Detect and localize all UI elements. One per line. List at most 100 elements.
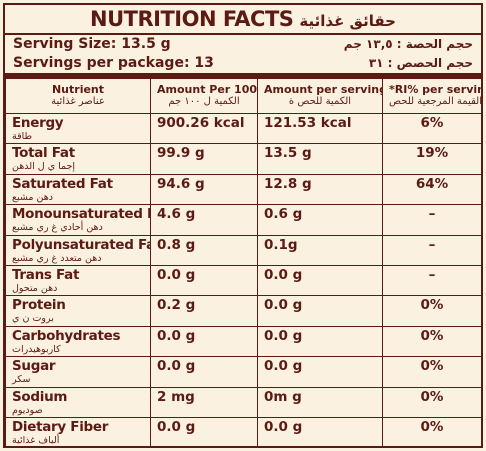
nutrient-name-arabic: كاربوهيدرات — [12, 343, 61, 355]
column-title: Nutrient — [51, 83, 105, 96]
per-100g: 0.0 g — [157, 327, 196, 344]
per-serving-cell: 13.5 g — [257, 143, 383, 175]
per-100g-cell: 0.0 g — [150, 356, 258, 388]
per-100g: 4.6 g — [157, 206, 196, 223]
per-100g: 900.26 kcal — [157, 115, 245, 131]
title-arabic: حقائق غذائية — [299, 12, 396, 30]
nutrient-row: Sugar سكر 0.0 g 0.0 g 0% — [5, 356, 482, 388]
per-100g-cell: 0.8 g — [150, 234, 258, 266]
nutrient-cell: Dietary Fiber ألياف غذائية — [5, 416, 151, 449]
ri-percent: – — [428, 236, 436, 253]
nutrient-name-arabic: دهن متحول — [12, 282, 58, 294]
per-serving-cell: 0.0 g — [257, 416, 383, 449]
nutrient-row: Saturated Fat دهن مشبع 94.6 g 12.8 g 64% — [5, 173, 482, 206]
per-100g: 99.9 g — [157, 145, 205, 162]
per-100g: 0.8 g — [157, 236, 196, 253]
per-serving-cell: 0.1g — [257, 234, 383, 266]
column-header: Nutrient عناصر غذائية — [5, 78, 151, 114]
per-100g-cell: 0.0 g — [150, 325, 258, 358]
nutrient-name: Sugar — [12, 358, 56, 375]
per-serving-cell: 0m g — [257, 386, 383, 418]
column-title-arabic: القيمة المرجعية للحص — [389, 96, 482, 107]
ri-cell: – — [382, 264, 482, 297]
column-title: Amount per serving — [264, 83, 383, 96]
per-serving-cell: 0.0 g — [257, 295, 383, 327]
column-title-arabic: عناصر غذائية — [51, 96, 105, 107]
servings-row: Servings per package: 13 حجم الحصص : ٣١ — [13, 54, 473, 73]
per-100g: 0.2 g — [157, 297, 196, 314]
nutrient-cell: Trans Fat دهن متحول — [5, 264, 151, 297]
per-serving: 12.8 g — [264, 175, 312, 192]
ri-cell: 0% — [382, 325, 482, 358]
nutrient-name-arabic: دهن مشبع — [12, 191, 53, 203]
per-serving-cell: 121.53 kcal — [257, 112, 383, 145]
header-row: Nutrient عناصر غذائية Amount Per 100g الكمي… — [5, 78, 482, 114]
per-serving-cell: 12.8 g — [257, 173, 383, 206]
nutrient-name-arabic: إجما ي ل الدهن — [12, 161, 76, 173]
nutrient-name: Carbohydrates — [12, 327, 121, 344]
nutrient-cell: Sugar سكر — [5, 356, 151, 388]
per-100g: 0.0 g — [157, 418, 196, 435]
ri-percent: 0% — [420, 297, 444, 314]
nutrient-name: Polyunsaturated Fat — [12, 236, 151, 253]
per-serving: 0m g — [264, 388, 302, 405]
ri-percent: – — [428, 206, 436, 223]
ri-cell: 64% — [382, 173, 482, 206]
nutrient-row: Trans Fat دهن متحول 0.0 g 0.0 g – — [5, 264, 482, 297]
per-100g-cell: 2 mg — [150, 386, 258, 418]
title: NUTRITION FACTS — [90, 7, 294, 31]
per-serving: 0.0 g — [264, 358, 303, 375]
per-100g: 0.0 g — [157, 358, 196, 375]
nutrient-name-arabic: طاقة — [12, 131, 33, 142]
nutrient-cell: Protein بروت ن ي — [5, 295, 151, 327]
per-100g: 94.6 g — [157, 175, 205, 192]
ri-cell: 19% — [382, 143, 482, 175]
nutrition-label: NUTRITION FACTS حقائق غذائية Serving Size… — [3, 3, 483, 449]
ri-cell: 0% — [382, 356, 482, 388]
serving-size-arabic: حجم الحصة : ١٣,٥ جم — [343, 37, 473, 51]
serving-size: Serving Size: 13.5 g — [13, 36, 171, 52]
nutrient-row: Dietary Fiber ألياف غذائية 0.0 g 0.0 g 0% — [5, 416, 482, 449]
per-serving: 121.53 kcal — [264, 115, 352, 131]
nutrient-name: Energy — [12, 115, 64, 131]
per-serving-cell: 0.0 g — [257, 325, 383, 358]
column-header: Amount per serving الكمية للحص ة — [257, 78, 383, 114]
per-serving-cell: 0.0 g — [257, 264, 383, 297]
nutrient-name-arabic: سكر — [12, 374, 31, 386]
nutrient-name: Monounsaturated Fat — [12, 206, 150, 223]
per-100g-cell: 0.0 g — [150, 264, 258, 297]
per-serving: 0.0 g — [264, 327, 303, 344]
nutrient-name-arabic: دهن متعدد غ ري مشبع — [12, 252, 102, 264]
per-100g-cell: 0.0 g — [150, 416, 258, 449]
nutrient-name: Total Fat — [12, 145, 75, 162]
nutrient-row: Polyunsaturated Fat دهن متعدد غ ري مشبع 0.… — [5, 234, 482, 266]
per-100g-cell: 99.9 g — [150, 143, 258, 175]
per-100g-cell: 94.6 g — [150, 173, 258, 206]
servings-arabic: حجم الحصص : ٣١ — [368, 56, 473, 70]
per-serving: 13.5 g — [264, 145, 312, 162]
nutrient-cell: Energy طاقة — [5, 112, 151, 145]
nutrient-row: Sodium صوديوم 2 mg 0m g 0% — [5, 386, 482, 418]
servings-per-package: Servings per package: 13 — [13, 55, 214, 71]
ri-cell: – — [382, 204, 482, 236]
serving-info: Serving Size: 13.5 g حجم الحصة : ١٣,٥ جم… — [5, 35, 481, 78]
per-100g-cell: 0.2 g — [150, 295, 258, 327]
ri-percent: 0% — [420, 327, 444, 344]
column-header: Amount Per 100g الكمية ل ١٠٠ جم — [150, 78, 258, 114]
per-serving: 0.1g — [264, 236, 298, 253]
per-serving: 0.0 g — [264, 418, 303, 435]
column-header: *RI% per servingالقيمة المرجعية للحص — [382, 78, 482, 114]
nutrient-name-arabic: ألياف غذائية — [12, 434, 60, 446]
nutrient-row: Carbohydrates كاربوهيدرات 0.0 g 0.0 g 0% — [5, 325, 482, 358]
per-serving: 0.0 g — [264, 266, 303, 283]
nutrient-row: Protein بروت ن ي 0.2 g 0.0 g 0% — [5, 295, 482, 327]
nutrient-name: Dietary Fiber — [12, 418, 109, 435]
ri-percent: 19% — [415, 145, 449, 162]
ri-percent: 64% — [415, 175, 449, 192]
serving-size-row: Serving Size: 13.5 g حجم الحصة : ١٣,٥ جم — [13, 35, 473, 54]
column-title-arabic: الكمية ل ١٠٠ جم — [168, 96, 240, 107]
ri-percent: 0% — [420, 418, 444, 435]
ri-percent: 6% — [420, 115, 444, 131]
